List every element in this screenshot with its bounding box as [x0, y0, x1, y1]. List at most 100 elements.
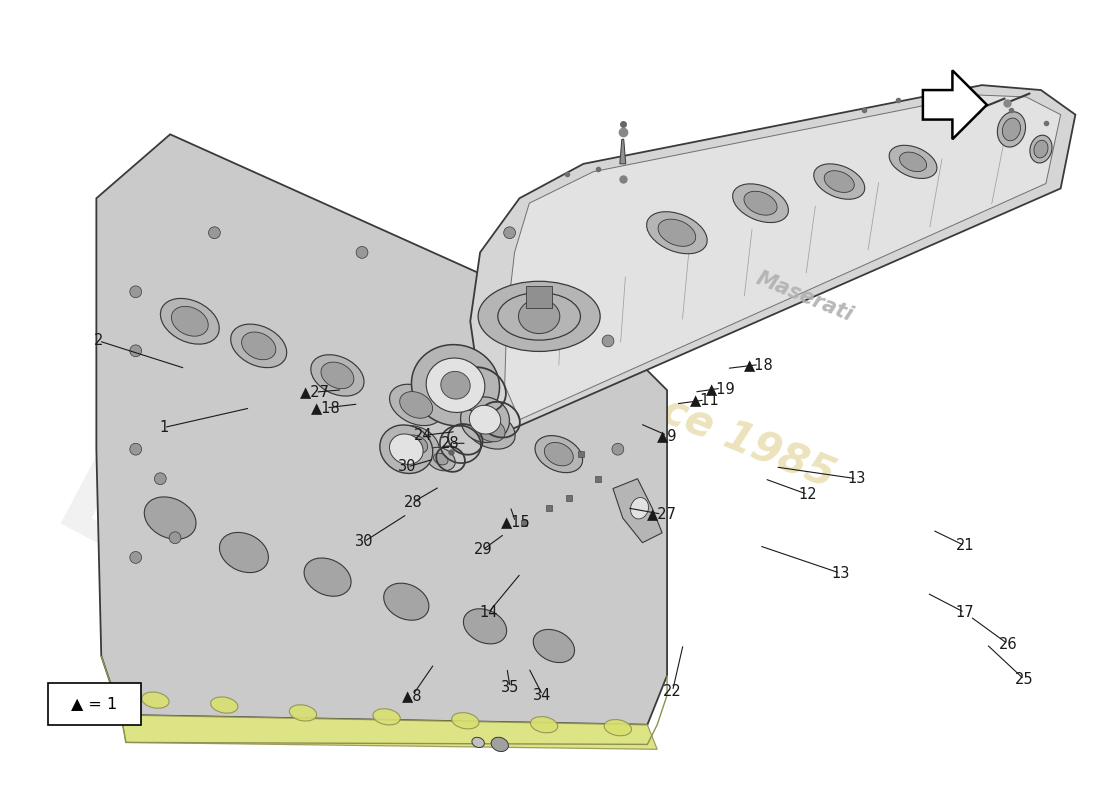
Text: 24: 24 [415, 428, 432, 443]
Ellipse shape [604, 719, 631, 736]
Ellipse shape [470, 406, 500, 434]
Ellipse shape [389, 434, 424, 465]
Text: 35: 35 [500, 680, 519, 695]
Circle shape [612, 443, 624, 455]
Text: ▲18: ▲18 [745, 357, 774, 372]
Polygon shape [97, 134, 667, 725]
Circle shape [130, 286, 142, 298]
Ellipse shape [379, 425, 432, 474]
Text: 30: 30 [354, 534, 373, 549]
Ellipse shape [220, 533, 268, 573]
Ellipse shape [535, 436, 583, 473]
Ellipse shape [321, 362, 354, 389]
Text: ▲27: ▲27 [647, 506, 676, 522]
Ellipse shape [142, 692, 169, 708]
Ellipse shape [161, 298, 219, 344]
Ellipse shape [393, 426, 439, 463]
Text: 1: 1 [160, 420, 168, 435]
Ellipse shape [658, 219, 695, 246]
Circle shape [504, 227, 516, 238]
Text: ▲15: ▲15 [500, 514, 530, 530]
Ellipse shape [814, 164, 865, 199]
Circle shape [130, 345, 142, 357]
Text: 29: 29 [474, 542, 493, 557]
Circle shape [602, 335, 614, 347]
Ellipse shape [144, 497, 196, 539]
Ellipse shape [491, 738, 508, 751]
Circle shape [130, 551, 142, 563]
Ellipse shape [544, 442, 573, 466]
Text: since 1985: since 1985 [592, 363, 840, 496]
Text: 2: 2 [95, 334, 103, 349]
Ellipse shape [1002, 118, 1021, 141]
Ellipse shape [518, 299, 560, 334]
Text: ▲19: ▲19 [706, 381, 736, 396]
Circle shape [209, 227, 220, 238]
Polygon shape [619, 139, 626, 164]
Text: Maserati: Maserati [754, 268, 856, 326]
Text: ▲ = 1: ▲ = 1 [72, 695, 118, 710]
Ellipse shape [475, 418, 505, 442]
Text: 14: 14 [480, 605, 497, 620]
Ellipse shape [433, 453, 448, 465]
Circle shape [154, 473, 166, 485]
Ellipse shape [900, 152, 926, 172]
Text: 17: 17 [956, 605, 974, 620]
Ellipse shape [452, 713, 478, 729]
Polygon shape [505, 95, 1060, 420]
Text: ▲18: ▲18 [311, 400, 341, 415]
Ellipse shape [530, 717, 558, 733]
Ellipse shape [210, 697, 238, 713]
Ellipse shape [172, 306, 208, 336]
Ellipse shape [231, 324, 287, 368]
Ellipse shape [441, 371, 470, 399]
Text: 25: 25 [1015, 672, 1034, 687]
Ellipse shape [384, 583, 429, 620]
Text: 21: 21 [956, 538, 974, 553]
Polygon shape [471, 85, 1076, 434]
Ellipse shape [411, 345, 499, 426]
Polygon shape [613, 478, 662, 542]
Text: 13: 13 [847, 471, 866, 486]
Text: 26: 26 [999, 637, 1018, 651]
Text: ▲9: ▲9 [657, 428, 678, 443]
Ellipse shape [389, 384, 443, 426]
Ellipse shape [647, 212, 707, 254]
Ellipse shape [289, 705, 317, 721]
Text: ▲11: ▲11 [690, 393, 719, 407]
Text: 13: 13 [830, 566, 849, 581]
Ellipse shape [733, 184, 789, 222]
FancyBboxPatch shape [526, 286, 552, 307]
Ellipse shape [464, 410, 515, 449]
Ellipse shape [1034, 140, 1048, 158]
Circle shape [169, 532, 182, 544]
Ellipse shape [242, 332, 276, 360]
Ellipse shape [373, 709, 400, 725]
Ellipse shape [399, 392, 432, 418]
FancyBboxPatch shape [48, 683, 141, 725]
Ellipse shape [824, 170, 855, 193]
Text: 28: 28 [404, 495, 422, 510]
Circle shape [356, 246, 367, 258]
Ellipse shape [304, 558, 351, 596]
Text: ▲8: ▲8 [403, 688, 422, 702]
Ellipse shape [478, 282, 601, 351]
Ellipse shape [630, 498, 649, 519]
Text: parts: parts [472, 507, 566, 568]
Text: 12: 12 [799, 487, 817, 502]
Ellipse shape [1030, 135, 1052, 163]
Ellipse shape [472, 738, 484, 747]
Text: 22: 22 [663, 684, 682, 698]
Ellipse shape [534, 630, 574, 662]
Text: 30: 30 [398, 459, 417, 474]
Ellipse shape [426, 358, 485, 413]
Text: ▲27: ▲27 [300, 385, 330, 400]
Ellipse shape [311, 354, 364, 396]
Ellipse shape [427, 447, 455, 470]
Text: EPC: EPC [35, 434, 345, 680]
Circle shape [130, 443, 142, 455]
Ellipse shape [461, 397, 509, 442]
Ellipse shape [744, 191, 777, 215]
Ellipse shape [463, 609, 507, 644]
Polygon shape [121, 715, 657, 750]
